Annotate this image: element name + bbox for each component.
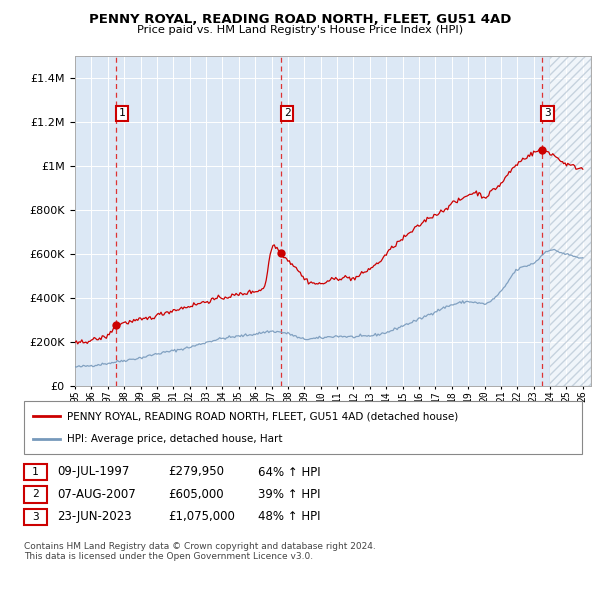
Text: 39% ↑ HPI: 39% ↑ HPI [258, 488, 320, 501]
Text: 1: 1 [32, 467, 39, 477]
Text: HPI: Average price, detached house, Hart: HPI: Average price, detached house, Hart [67, 434, 283, 444]
Text: 07-AUG-2007: 07-AUG-2007 [57, 488, 136, 501]
Text: £605,000: £605,000 [168, 488, 224, 501]
Text: £279,950: £279,950 [168, 466, 224, 478]
Text: 2: 2 [32, 490, 39, 499]
Text: 3: 3 [544, 109, 551, 119]
Text: PENNY ROYAL, READING ROAD NORTH, FLEET, GU51 4AD (detached house): PENNY ROYAL, READING ROAD NORTH, FLEET, … [67, 411, 458, 421]
Text: Contains HM Land Registry data © Crown copyright and database right 2024.
This d: Contains HM Land Registry data © Crown c… [24, 542, 376, 561]
Text: 23-JUN-2023: 23-JUN-2023 [57, 510, 131, 523]
Text: 48% ↑ HPI: 48% ↑ HPI [258, 510, 320, 523]
Text: 64% ↑ HPI: 64% ↑ HPI [258, 466, 320, 478]
Text: 1: 1 [119, 109, 125, 119]
Text: £1,075,000: £1,075,000 [168, 510, 235, 523]
Text: 2: 2 [284, 109, 290, 119]
Bar [550, 56, 591, 386]
Text: PENNY ROYAL, READING ROAD NORTH, FLEET, GU51 4AD: PENNY ROYAL, READING ROAD NORTH, FLEET, … [89, 13, 511, 26]
Text: Price paid vs. HM Land Registry's House Price Index (HPI): Price paid vs. HM Land Registry's House … [137, 25, 463, 35]
Text: 09-JUL-1997: 09-JUL-1997 [57, 466, 130, 478]
Text: 3: 3 [32, 512, 39, 522]
